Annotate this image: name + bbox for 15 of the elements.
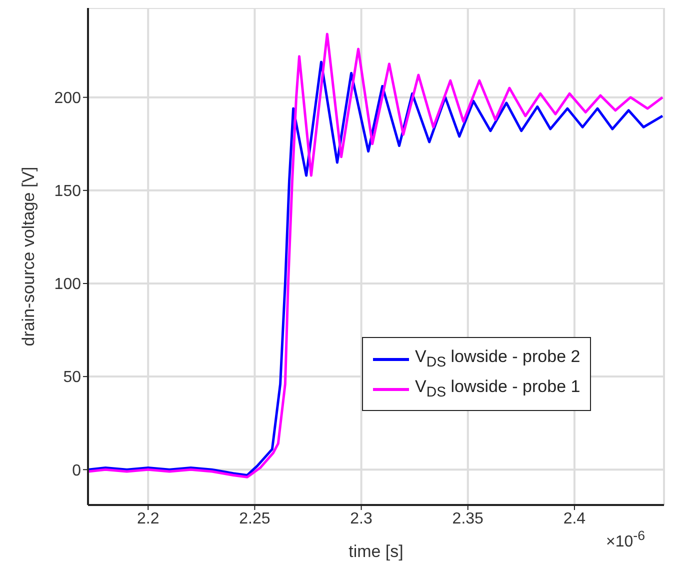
x-tick-label: 2.3 xyxy=(350,510,373,528)
y-tick-label: 100 xyxy=(54,276,82,294)
x-axis-title: time [s] xyxy=(348,542,404,561)
text: ×10$^{-6}$ xyxy=(606,528,645,552)
x-tick-label: 2.2 xyxy=(136,510,160,528)
legend-label: V$_{DS}$ lowside - probe 1 xyxy=(415,377,580,401)
y-tick-label: 0 xyxy=(72,462,82,480)
legend-label: V$_{DS}$ lowside - probe 2 xyxy=(415,347,580,371)
x-tick-label: 2.35 xyxy=(452,510,484,528)
y-tick-label: 150 xyxy=(54,183,82,200)
x-tick-label: 2.25 xyxy=(239,510,270,528)
x-tick-label: 2.4 xyxy=(563,510,586,528)
y-tick-label: 200 xyxy=(54,90,82,108)
y-tick-label: 50 xyxy=(63,369,82,386)
y-axis-title: drain-source voltage [V] xyxy=(19,166,38,346)
